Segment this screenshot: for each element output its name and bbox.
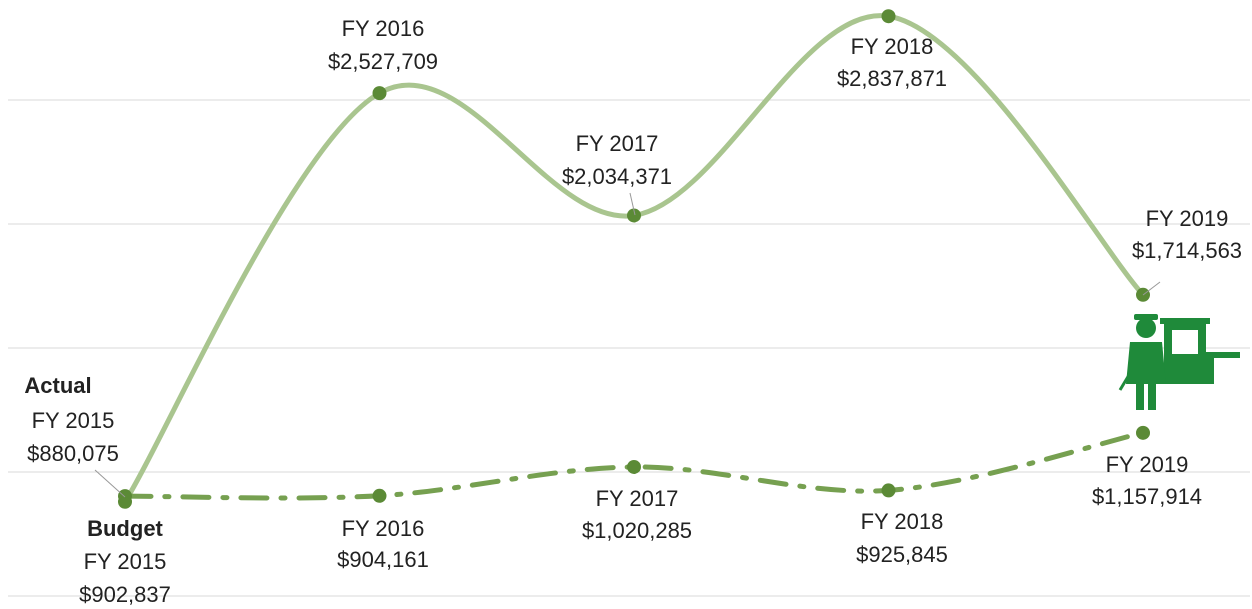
leader-line xyxy=(1142,281,1161,296)
value-label: $880,075 xyxy=(27,441,119,466)
value-label: $1,714,563 xyxy=(1132,238,1242,263)
marker xyxy=(881,483,896,498)
category-label: FY 2019 xyxy=(1146,206,1229,231)
marker xyxy=(372,488,387,503)
marker xyxy=(1136,425,1150,440)
category-label: FY 2018 xyxy=(851,34,934,59)
value-label: $1,020,285 xyxy=(582,518,692,543)
value-label: $925,845 xyxy=(856,542,948,567)
series-line xyxy=(122,13,1146,505)
value-label: $1,157,914 xyxy=(1092,484,1202,509)
series-name: Actual xyxy=(24,373,91,398)
category-label: FY 2015 xyxy=(32,408,115,433)
category-label: FY 2017 xyxy=(576,131,659,156)
value-label: $904,161 xyxy=(337,547,429,572)
booth-window xyxy=(1172,330,1198,354)
value-label: $2,527,709 xyxy=(328,49,438,74)
labels: FY 2015 $880,075 FY 2016 $2,527,709 FY 2017 $… xyxy=(24,16,1242,607)
category-label: FY 2019 xyxy=(1106,452,1189,477)
marker xyxy=(627,208,641,223)
value-label: $902,837 xyxy=(79,582,171,607)
value-label: $2,837,871 xyxy=(837,66,947,91)
barrier-post xyxy=(1206,358,1214,384)
series-name: Budget xyxy=(87,516,163,541)
guard-icon xyxy=(1118,314,1240,410)
value-label: $2,034,371 xyxy=(562,164,672,189)
series-line xyxy=(122,430,1146,501)
guard-cap xyxy=(1134,314,1158,320)
category-label: FY 2016 xyxy=(342,516,425,541)
marker xyxy=(118,489,132,504)
category-label: FY 2017 xyxy=(596,486,679,511)
marker xyxy=(881,9,896,24)
category-label: FY 2015 xyxy=(84,549,167,574)
marker xyxy=(372,86,387,101)
category-label: FY 2018 xyxy=(861,509,944,534)
category-label: FY 2016 xyxy=(342,16,425,41)
lines xyxy=(118,9,1150,509)
marker xyxy=(627,459,641,474)
guard-body xyxy=(1126,342,1166,410)
leader-line xyxy=(629,192,636,216)
guard-head xyxy=(1136,318,1156,338)
guard-baton xyxy=(1118,369,1134,391)
grid xyxy=(8,99,1250,597)
barrier xyxy=(1206,352,1240,358)
leader-line xyxy=(94,469,126,498)
booth-roof xyxy=(1160,318,1210,324)
